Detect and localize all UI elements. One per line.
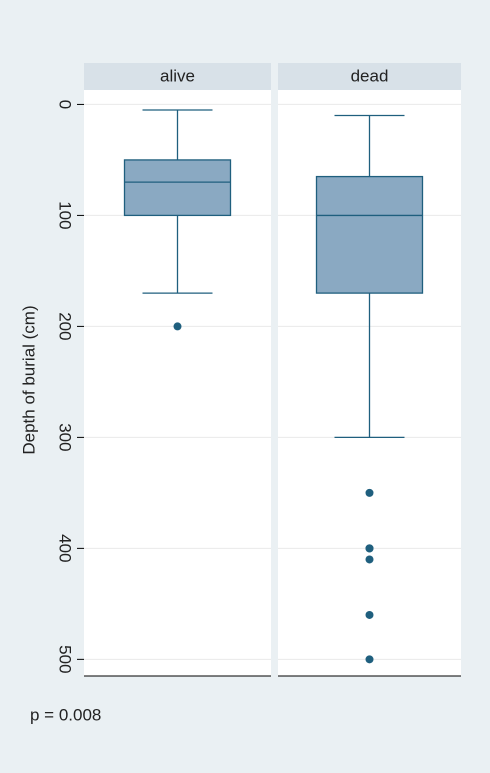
panel-header xyxy=(84,63,271,90)
y-tick-label: 100 xyxy=(56,201,75,229)
y-tick-label: 200 xyxy=(56,312,75,340)
outlier xyxy=(365,610,374,619)
y-axis-title: Depth of burial (cm) xyxy=(19,305,38,454)
y-tick-label: 400 xyxy=(56,534,75,562)
y-tick-label: 0 xyxy=(56,100,75,109)
box xyxy=(315,175,424,294)
outlier xyxy=(365,488,374,497)
y-tick-label: 500 xyxy=(56,645,75,673)
panel-header xyxy=(278,63,461,90)
panel-title: dead xyxy=(351,66,389,85)
outlier xyxy=(365,655,374,664)
outlier xyxy=(365,555,374,564)
box xyxy=(123,159,232,217)
outlier xyxy=(365,544,374,553)
annotation: p = 0.008 xyxy=(30,705,101,724)
panel-title: alive xyxy=(160,66,195,85)
y-tick-label: 300 xyxy=(56,423,75,451)
outlier xyxy=(173,322,182,331)
